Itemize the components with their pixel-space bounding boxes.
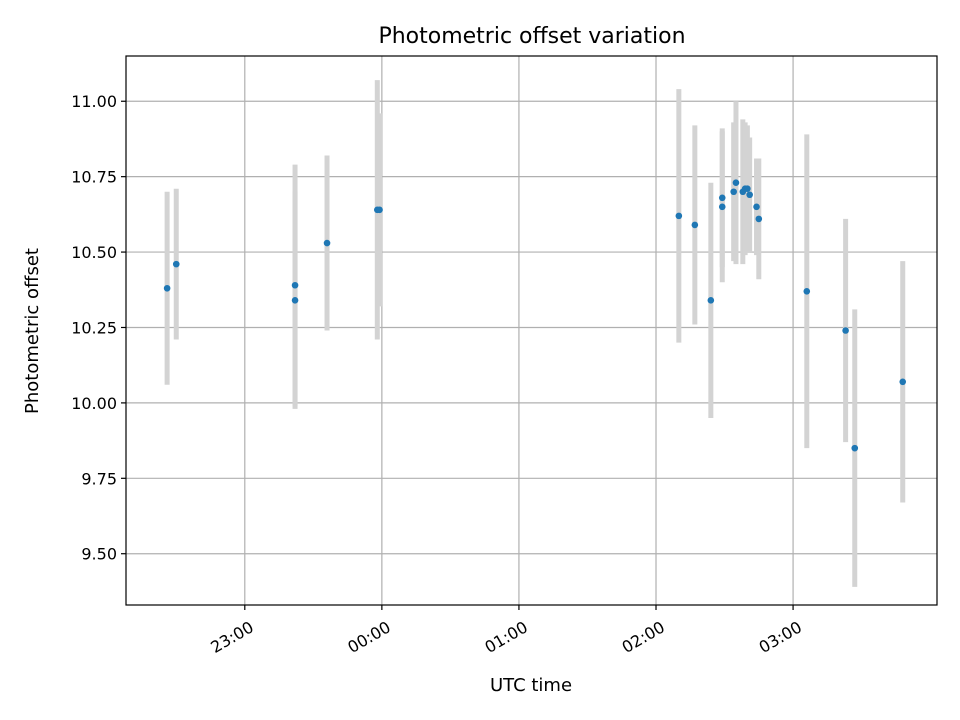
plot-frame	[125, 55, 938, 606]
y-tick-label: 9.50	[81, 545, 117, 564]
data-point	[707, 297, 715, 304]
y-axis-label: Photometric offset	[22, 248, 43, 414]
y-tick-label: 10.25	[71, 318, 117, 337]
data-point	[376, 206, 383, 214]
point-layer	[163, 179, 907, 452]
data-point	[744, 185, 751, 193]
grid-layer	[126, 56, 937, 605]
data-point	[323, 239, 331, 247]
data-point	[291, 297, 299, 304]
data-point	[691, 221, 699, 229]
data-point	[753, 203, 760, 211]
data-point	[730, 188, 737, 196]
y-tick-label: 10.00	[71, 394, 117, 413]
data-point	[718, 203, 726, 211]
y-tick-label: 10.75	[71, 168, 117, 187]
data-point	[732, 179, 740, 186]
data-point	[718, 194, 726, 202]
data-point	[842, 327, 849, 334]
data-point	[291, 281, 299, 289]
data-point	[746, 191, 753, 199]
data-point	[172, 260, 180, 268]
data-point	[803, 287, 811, 295]
y-tick-label: 10.50	[71, 243, 117, 262]
y-tick-label: 9.75	[81, 469, 117, 488]
data-point	[899, 378, 907, 386]
chart-title: Photometric offset variation	[378, 24, 685, 49]
x-axis-label: UTC time	[490, 675, 572, 696]
y-tick-label: 11.00	[71, 92, 117, 111]
data-point	[755, 215, 763, 223]
data-point	[675, 212, 683, 220]
data-point	[163, 284, 171, 292]
data-point	[851, 444, 859, 452]
